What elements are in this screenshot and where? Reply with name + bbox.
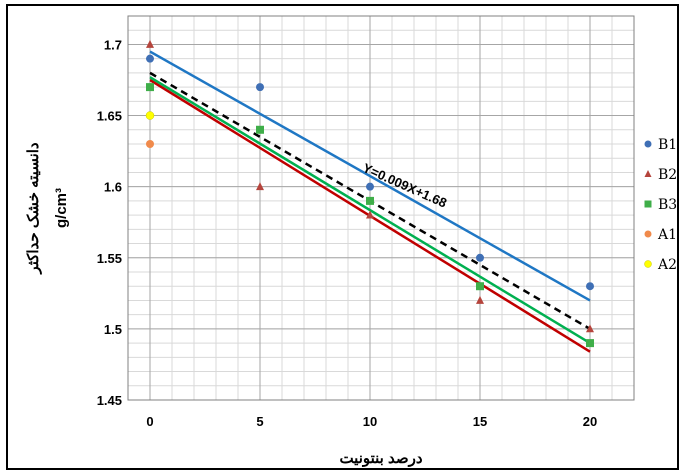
x-tick-label: 20 <box>583 414 597 429</box>
point-a1 <box>146 140 154 148</box>
y-tick-label: 1.45 <box>97 393 122 408</box>
point-b1 <box>146 54 154 63</box>
legend-marker-a2 <box>644 260 652 268</box>
legend-label-b1: B1 <box>658 137 677 153</box>
y-tick-label: 1.65 <box>97 109 122 124</box>
plot-area <box>127 15 635 401</box>
legend-marker-a1 <box>644 230 652 238</box>
point-b2 <box>146 39 154 48</box>
chart-svg: 0 5 10 15 201.451.51.551.61.651.7 Y=0.009X+1… <box>25 15 677 467</box>
y-tick-label: 1.7 <box>104 37 122 52</box>
y-axis-title: دانسیته خشک حداکثر <box>25 142 42 274</box>
point-a2 <box>145 111 155 120</box>
tick-labels: 0 5 10 15 20 1.45 1.5 1.55 1.6 1.65 1.7 <box>97 37 598 429</box>
legend-label-b3: B3 <box>658 197 677 213</box>
x-tick-label: 15 <box>473 414 487 429</box>
point-b2 <box>476 295 484 304</box>
legend-marker-b1 <box>644 140 652 148</box>
legend-marker-b3 <box>644 200 652 208</box>
point-b1 <box>586 282 594 291</box>
data-points <box>145 39 594 348</box>
legend-label-b2: B2 <box>658 167 677 183</box>
point-b2 <box>366 210 374 219</box>
legend-marker-b2 <box>644 170 652 177</box>
x-axis-title: درصد بنتونیت <box>339 450 422 467</box>
x-tick-label: 0 <box>146 414 153 429</box>
trendline-B1 <box>149 50 591 302</box>
legend: B1 B2 B3 A1 A2 <box>644 137 677 273</box>
point-b2 <box>586 324 594 333</box>
point-b3 <box>476 282 484 291</box>
point-b1 <box>476 253 484 262</box>
chart-frame: 0 5 10 15 20 1.45 1.5 1.55 1.6 1.65 1.7 Y=0.009X+1… <box>6 4 679 470</box>
x-tick-label: 10 <box>363 414 377 429</box>
legend-label-a1: A1 <box>657 227 677 243</box>
legend-label-a2: A2 <box>657 257 677 273</box>
y-axis-unit: g/cm³ <box>53 188 70 228</box>
point-b3 <box>586 339 594 348</box>
point-b1 <box>366 182 374 191</box>
point-b3 <box>366 196 374 205</box>
point-b2 <box>256 182 264 191</box>
point-b1 <box>256 83 264 92</box>
point-b3 <box>146 83 154 92</box>
y-tick-label: 1.5 <box>104 322 122 337</box>
trendline-B3 <box>149 76 591 345</box>
x-tick-label: 5 <box>256 414 263 429</box>
point-b3 <box>256 125 264 134</box>
y-tick-label: 1.55 <box>97 251 122 266</box>
y-tick-label: 1.6 <box>104 180 122 195</box>
